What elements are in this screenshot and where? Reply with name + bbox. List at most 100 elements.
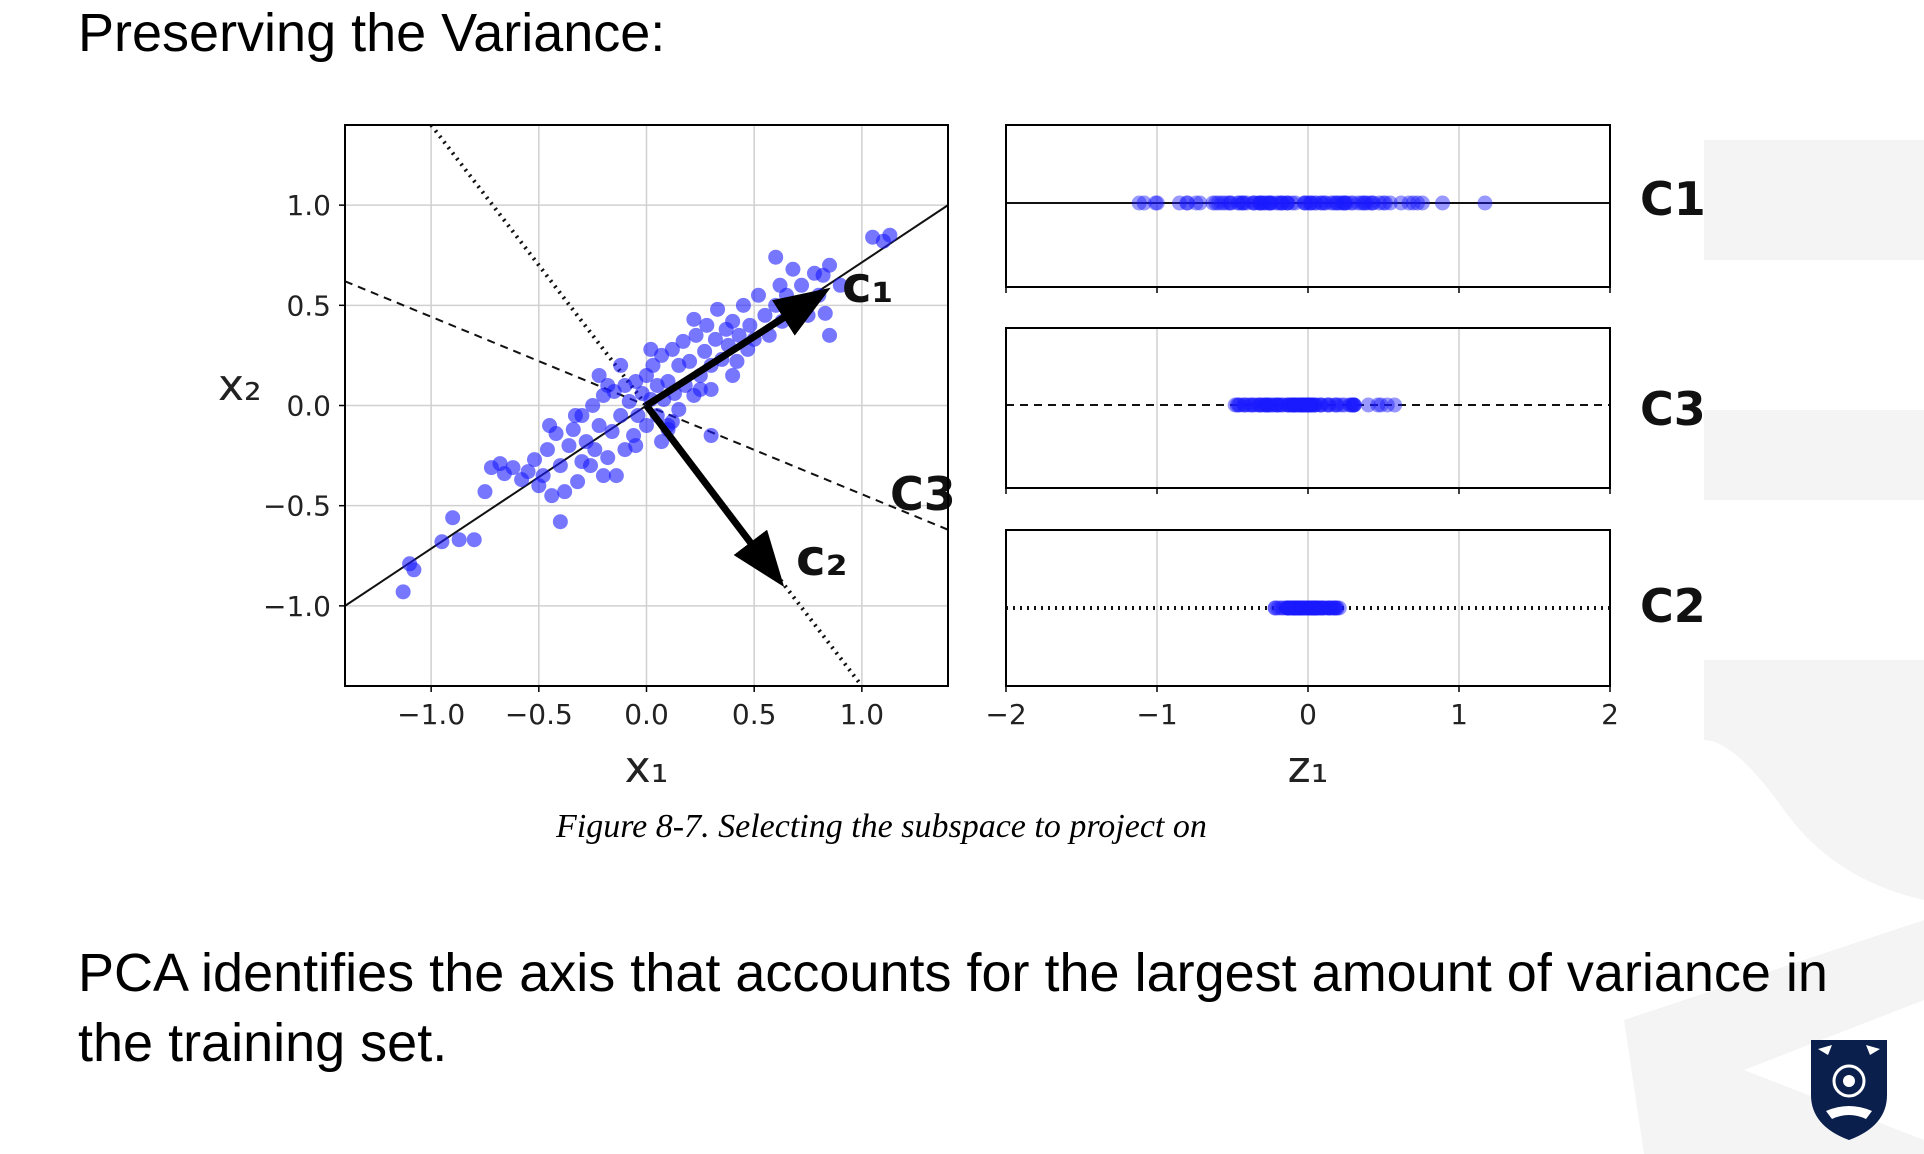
projected-point — [1302, 397, 1318, 413]
projected-point — [1295, 600, 1311, 616]
projected-point — [1236, 397, 1252, 413]
projected-point — [1303, 600, 1319, 616]
projected-point — [1279, 195, 1295, 211]
projected-point — [1414, 195, 1430, 211]
projected-point — [1303, 397, 1319, 413]
projected-point — [1328, 195, 1344, 211]
projected-point — [1320, 397, 1336, 413]
projected-point — [1344, 397, 1360, 413]
projected-point — [1270, 397, 1286, 413]
projected-point — [1291, 600, 1307, 616]
x-axis-label: x₁ — [625, 742, 669, 793]
projected-point — [1393, 195, 1409, 211]
z-tick-label: −2 — [985, 698, 1026, 731]
data-point — [570, 474, 586, 490]
data-point — [688, 327, 704, 343]
projected-point — [1331, 195, 1347, 211]
projected-point — [1293, 600, 1309, 616]
projected-point — [1337, 397, 1353, 413]
projected-point — [1289, 600, 1305, 616]
projected-point — [1261, 195, 1277, 211]
projected-point — [1256, 195, 1272, 211]
projected-point — [1326, 600, 1342, 616]
projected-point — [1435, 195, 1451, 211]
projected-point — [1296, 195, 1312, 211]
projected-point — [1306, 600, 1322, 616]
projected-point — [1306, 600, 1322, 616]
projected-point — [1292, 600, 1308, 616]
data-point — [817, 305, 833, 321]
projected-point — [1131, 195, 1147, 211]
data-point — [735, 297, 751, 313]
projection-panel-c1 — [1005, 124, 1611, 293]
data-point — [520, 464, 536, 480]
projected-point — [1305, 600, 1321, 616]
data-point — [395, 584, 411, 600]
z-tick-label: 0 — [1299, 698, 1317, 731]
data-point — [703, 428, 719, 444]
data-point — [822, 257, 838, 273]
projected-point — [1307, 195, 1323, 211]
projected-point — [1305, 600, 1321, 616]
data-point — [557, 484, 573, 500]
projected-point — [1210, 195, 1226, 211]
data-point — [768, 249, 784, 265]
projected-point — [1281, 600, 1297, 616]
projected-point — [1307, 600, 1323, 616]
projected-point — [1282, 600, 1298, 616]
projected-point — [1280, 600, 1296, 616]
data-point — [645, 357, 661, 373]
projected-point — [1379, 397, 1395, 413]
data-point — [822, 327, 838, 343]
projected-point — [1335, 195, 1351, 211]
projected-point — [1250, 397, 1266, 413]
projected-point — [1295, 397, 1311, 413]
projected-point — [1298, 195, 1314, 211]
projected-point — [1258, 397, 1274, 413]
data-point — [434, 534, 450, 550]
projected-point — [1304, 600, 1320, 616]
projected-point — [1334, 397, 1350, 413]
projected-point — [1410, 195, 1426, 211]
projected-point — [1278, 600, 1294, 616]
data-point — [539, 442, 555, 458]
x-tick-label: 0.0 — [624, 698, 669, 731]
data-point — [697, 343, 713, 359]
projected-point — [1315, 600, 1331, 616]
data-point — [527, 452, 543, 468]
data-point — [832, 277, 848, 293]
projected-point — [1300, 397, 1316, 413]
data-point — [565, 422, 581, 438]
projected-point — [1259, 397, 1275, 413]
slide-title: Preserving the Variance: — [78, 3, 666, 63]
y-tick-label: 1.0 — [286, 189, 331, 222]
data-point — [542, 418, 558, 434]
projected-point — [1287, 600, 1303, 616]
data-point — [466, 532, 482, 548]
data-point — [725, 313, 741, 329]
projected-point — [1303, 195, 1319, 211]
data-point — [699, 317, 715, 333]
projected-point — [1287, 600, 1303, 616]
projected-point — [1296, 600, 1312, 616]
projected-point — [1288, 600, 1304, 616]
projected-point — [1290, 600, 1306, 616]
projected-point — [1285, 397, 1301, 413]
data-point — [595, 468, 611, 484]
projected-point — [1321, 600, 1337, 616]
principal-arrow-2 — [643, 403, 785, 587]
data-point — [757, 307, 773, 323]
projected-point — [1312, 600, 1328, 616]
projected-point — [1405, 195, 1421, 211]
projected-point — [1317, 195, 1333, 211]
data-point — [451, 532, 467, 548]
projected-point — [1273, 195, 1289, 211]
z-tick-label: 1 — [1450, 698, 1468, 731]
projected-point — [1370, 397, 1386, 413]
data-point — [639, 418, 654, 434]
data-point — [608, 468, 624, 484]
projected-point — [1263, 397, 1279, 413]
projected-point — [1329, 600, 1345, 616]
projected-point — [1354, 195, 1370, 211]
arrow-label-c1: c₁ — [842, 256, 894, 314]
